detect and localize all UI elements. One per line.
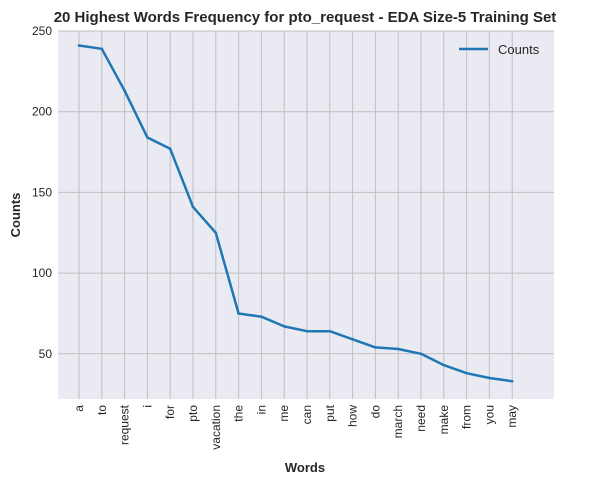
x-tick-label: me (277, 405, 291, 422)
legend-label: Counts (498, 42, 540, 57)
x-tick-label: to (95, 405, 109, 415)
y-tick-label: 50 (39, 347, 53, 361)
data-point (123, 89, 126, 92)
data-point (511, 380, 514, 383)
x-tick-label: do (368, 405, 382, 419)
x-tick-label: march (391, 405, 405, 438)
x-tick-label: a (72, 405, 86, 412)
data-point (351, 338, 354, 341)
data-point (192, 206, 195, 209)
data-point (260, 315, 263, 318)
x-tick-label: request (118, 404, 132, 445)
x-tick-label: make (437, 405, 451, 435)
data-point (146, 136, 149, 139)
data-point (329, 330, 332, 333)
x-tick-label: may (505, 405, 519, 428)
data-point (374, 346, 377, 349)
x-tick-label: can (300, 405, 314, 424)
data-point (306, 330, 309, 333)
y-tick-label: 100 (32, 266, 52, 280)
x-tick-label: put (323, 404, 337, 421)
x-tick-label: from (460, 405, 474, 429)
y-tick-label: 200 (32, 105, 52, 119)
data-point (237, 312, 240, 315)
x-axis-ticks: a to request i for pto vacation the in me can put ho… (72, 404, 519, 449)
data-point (465, 372, 468, 375)
x-tick-label: vacation (209, 405, 223, 450)
data-point (215, 231, 218, 234)
x-axis-label: Words (285, 460, 325, 475)
chart-title: 20 Highest Words Frequency for pto_reque… (54, 9, 557, 26)
plot-area (58, 31, 554, 399)
x-tick-label: the (232, 405, 246, 422)
x-tick-label: you (482, 405, 496, 424)
data-point (420, 353, 423, 356)
x-tick-label: in (254, 405, 268, 414)
data-point (283, 325, 286, 328)
x-tick-label: need (414, 405, 428, 432)
data-point (488, 377, 491, 380)
data-point (397, 348, 400, 351)
x-tick-label: pto (186, 405, 200, 422)
data-point (101, 47, 104, 50)
data-point (78, 44, 81, 47)
data-point (169, 148, 172, 151)
y-axis-label: Counts (8, 193, 23, 238)
y-tick-label: 150 (32, 185, 52, 199)
x-tick-label: how (346, 405, 360, 427)
x-tick-label: for (163, 405, 177, 419)
y-tick-label: 250 (32, 24, 52, 38)
y-axis-ticks: 50 100 150 200 250 (32, 24, 52, 361)
x-tick-label: i (140, 405, 154, 408)
data-point (443, 364, 446, 367)
